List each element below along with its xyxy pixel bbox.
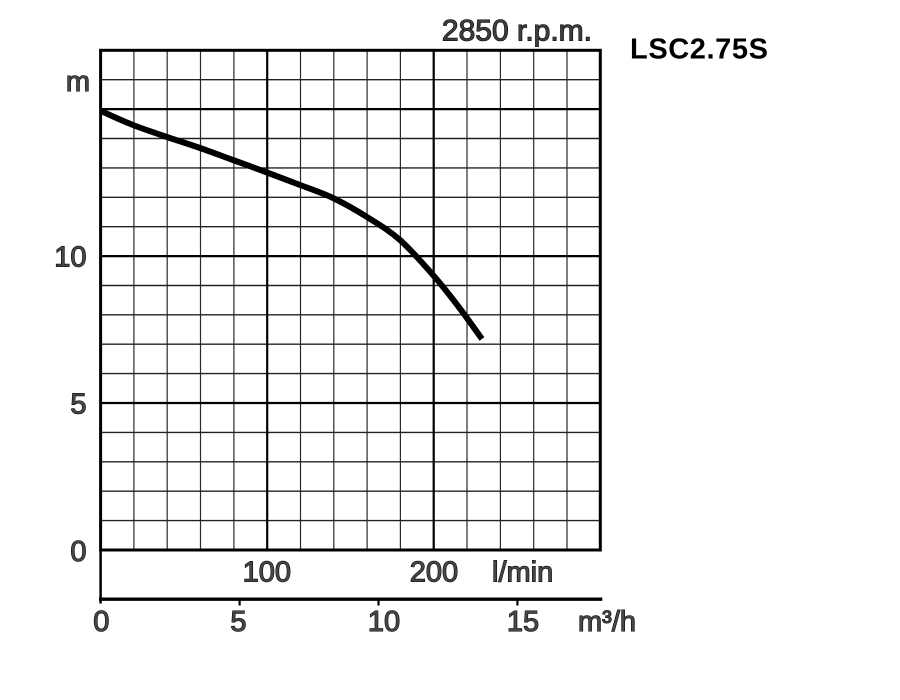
svg-text:15: 15 bbox=[507, 606, 539, 638]
svg-text:10: 10 bbox=[368, 606, 400, 638]
svg-text:l/min: l/min bbox=[492, 557, 553, 589]
svg-text:m³/h: m³/h bbox=[578, 606, 636, 638]
svg-text:0: 0 bbox=[70, 536, 86, 568]
svg-text:5: 5 bbox=[230, 606, 246, 638]
svg-text:2850 r.p.m.: 2850 r.p.m. bbox=[442, 15, 592, 48]
svg-text:m: m bbox=[66, 66, 90, 98]
svg-text:LSC2.75S: LSC2.75S bbox=[630, 34, 769, 66]
svg-text:200: 200 bbox=[410, 556, 458, 588]
svg-text:0: 0 bbox=[93, 606, 109, 638]
svg-text:100: 100 bbox=[243, 556, 291, 588]
svg-text:10: 10 bbox=[54, 242, 86, 274]
svg-text:5: 5 bbox=[70, 389, 86, 421]
